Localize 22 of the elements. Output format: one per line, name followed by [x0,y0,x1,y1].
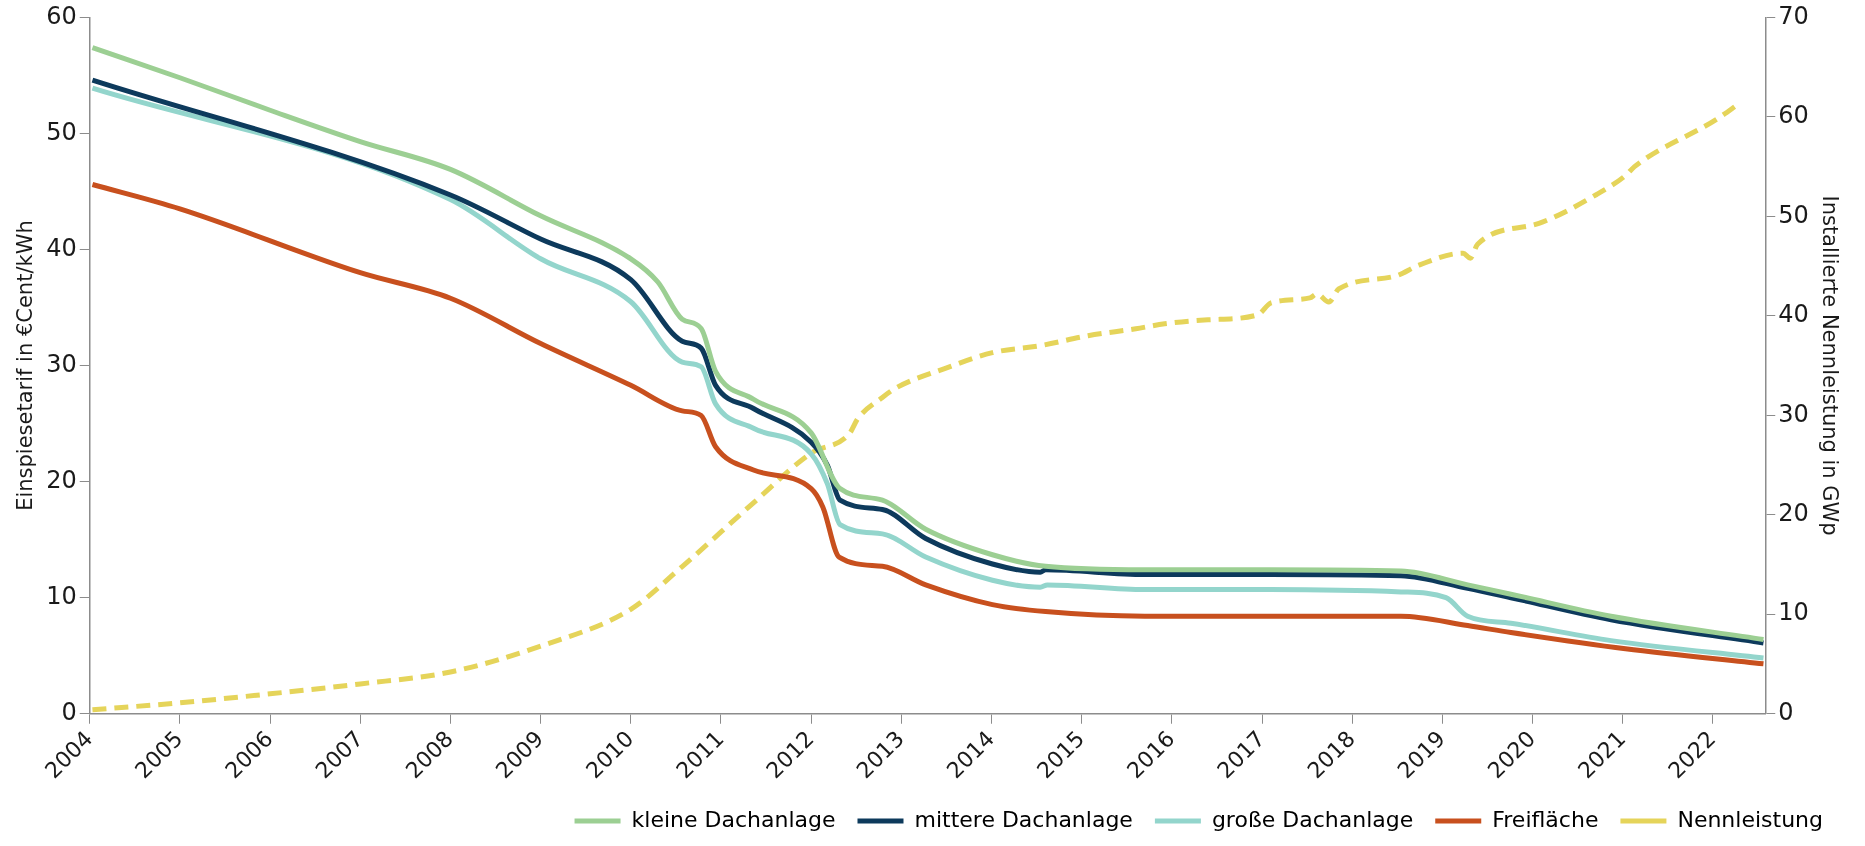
y2-axis-title: Installierte Nennleistung in GWp [1817,195,1842,536]
y2-tick-label: 10 [1778,598,1809,627]
y-tick-label: 40 [46,233,77,262]
y-tick-label: 30 [46,349,77,378]
legend-label: große Dachanlage [1211,806,1414,832]
legend-label: kleine Dachanlage [631,806,836,832]
y2-tick-label: 20 [1778,499,1809,528]
y2-tick-label: 30 [1778,399,1809,428]
legend-label: Nennleistung [1677,806,1823,832]
y2-tick-label: 40 [1778,300,1809,329]
legend-label: Freifläche [1492,806,1599,832]
y-tick-label: 60 [46,1,77,30]
legend-label: mittere Dachanlage [914,806,1133,832]
y2-tick-label: 0 [1778,697,1794,726]
y-tick-label: 0 [61,697,77,726]
y2-tick-label: 60 [1778,101,1809,130]
y-tick-label: 50 [46,117,77,146]
y-axis-title: Einspiesetarif in €Cent/kWh [13,220,38,511]
y2-tick-label: 50 [1778,200,1809,229]
y2-tick-label: 70 [1778,1,1809,30]
y-tick-label: 20 [46,465,77,494]
y-tick-label: 10 [46,581,77,610]
